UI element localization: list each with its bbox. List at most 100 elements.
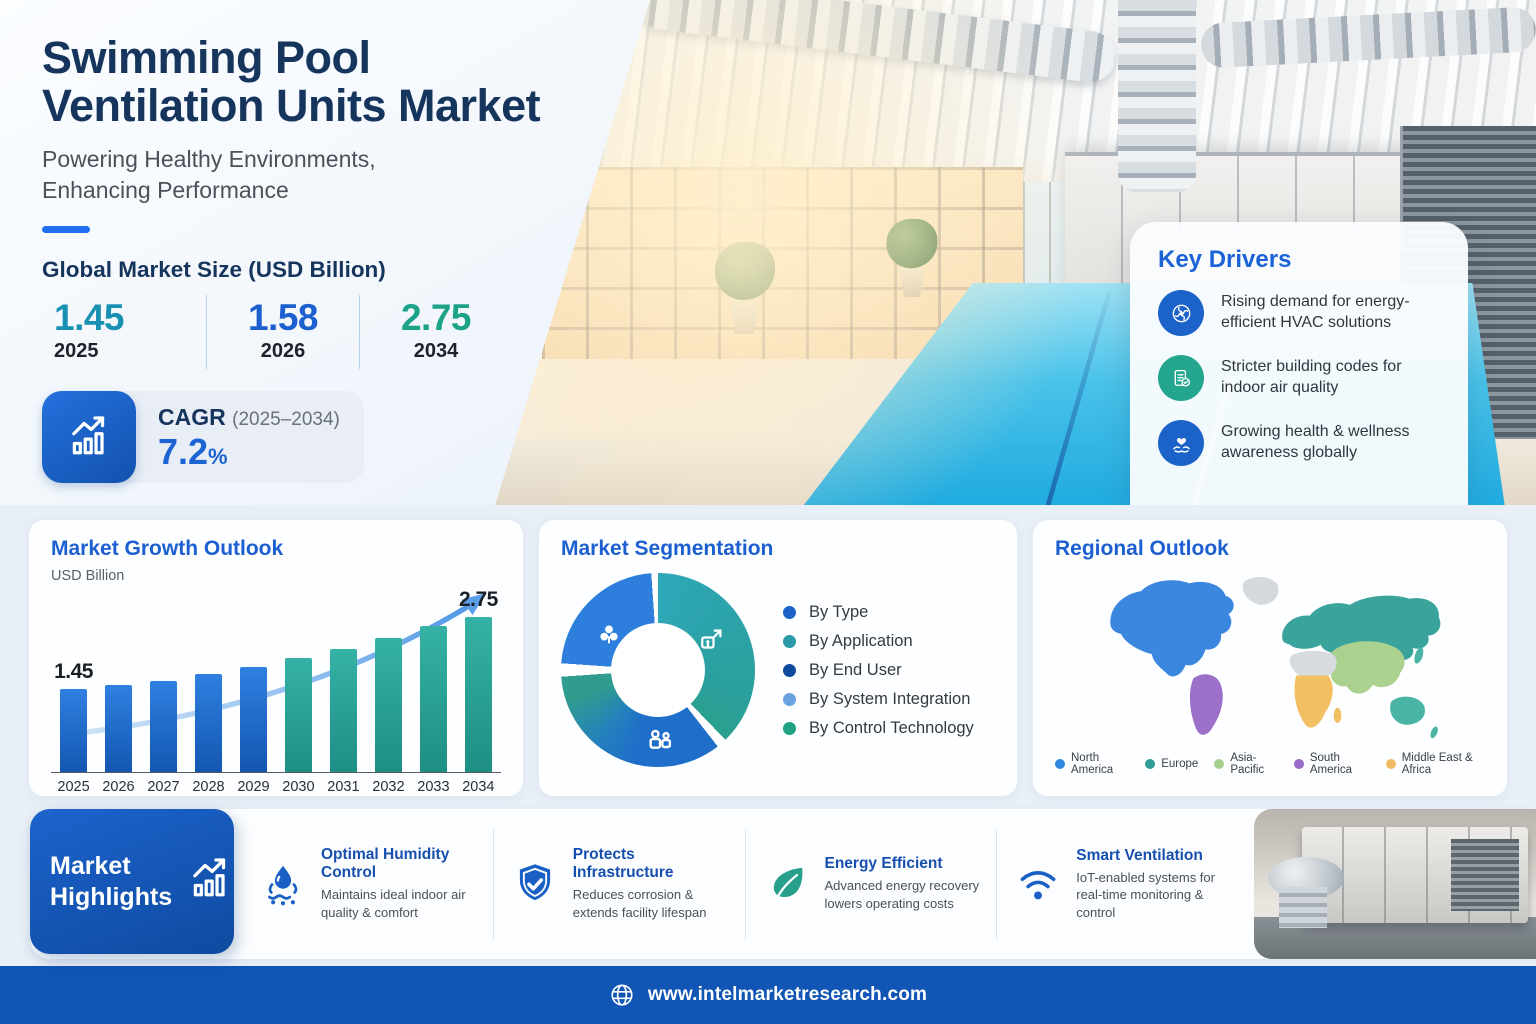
legend-dot: [1385, 759, 1396, 769]
bar: [149, 681, 177, 773]
map-legend-label: South America: [1309, 752, 1353, 776]
bar: [194, 674, 222, 773]
bar-year-label: 2033: [417, 779, 450, 795]
page-title-line1: Swimming Pool: [42, 32, 371, 83]
footer-url[interactable]: www.intelmarketresearch.com: [647, 984, 928, 1005]
segmentation-legend-label: By Application: [809, 631, 913, 650]
bars-container: 1.45 2025 2026 2027 2028 2029 2030 2031 2032 2033…: [53, 588, 499, 795]
globe-icon: [609, 982, 635, 1008]
highlight-text: Protects Infrastructure Reduces corrosion…: [573, 846, 729, 921]
market-highlights-badge: Market Highlights: [30, 809, 234, 954]
page-subtitle-line2: Enhancing Performance: [42, 177, 289, 204]
bar-column: 2.75 2034: [458, 588, 499, 795]
heart-hands-icon: [1158, 420, 1204, 466]
market-growth-card: Market Growth Outlook USD Billion 1.45 20…: [28, 519, 524, 797]
bar: [60, 689, 88, 773]
highlight-text: Smart Ventilation IoT-enabled systems for…: [1076, 847, 1232, 922]
market-size-item: 1.58 2026: [207, 295, 360, 370]
photo-duct-pipe: [1279, 887, 1328, 928]
cagr-number: 7.2: [158, 431, 209, 473]
key-driver-item: Stricter building codes for indoor air q…: [1158, 355, 1442, 401]
legend-dot: [1145, 759, 1156, 769]
map-legend-item: North America: [1055, 752, 1129, 776]
market-highlights-strip: Market Highlights Optimal Humidity Contr…: [30, 809, 1536, 959]
highlight-desc: Maintains ideal indoor air quality & com…: [321, 887, 466, 920]
bar-year-label: 2031: [327, 779, 360, 795]
region-south-america: [1189, 674, 1223, 735]
market-size-item: 1.45 2025: [42, 295, 207, 370]
market-size-value: 2.75: [400, 297, 472, 339]
segmentation-legend-label: By Type: [809, 602, 869, 621]
highlight-title: Smart Ventilation: [1076, 846, 1203, 864]
bar-value-label: 2.75: [458, 588, 498, 611]
region-north-america: [1110, 580, 1234, 677]
segmentation-card-title: Market Segmentation: [561, 537, 774, 560]
bar-column: 1.45 2025: [53, 588, 94, 795]
highlights-title-line1: Market: [50, 852, 131, 880]
market-size-item: 2.75 2034: [360, 295, 512, 369]
bar-year-label: 2032: [372, 779, 405, 795]
map-legend-label: North America: [1071, 752, 1114, 776]
bar: [374, 638, 402, 773]
highlight-title: Optimal Humidity Control: [321, 846, 450, 882]
segmentation-legend-item: By System Integration: [783, 690, 974, 709]
legend-dot: [783, 692, 796, 706]
document-check-icon: [1158, 355, 1204, 401]
highlights-title-line2: Highlights: [50, 882, 173, 911]
clover-icon: [594, 620, 624, 650]
bar-chart-icon: [184, 853, 236, 910]
growth-bar-chart: 1.45 2025 2026 2027 2028 2029 2030 2031 2032 2033…: [51, 588, 501, 795]
key-driver-text: Rising demand for energy-efficient HVAC …: [1221, 293, 1410, 331]
legend-dot: [1055, 759, 1065, 769]
photo-unit-louver: [1451, 839, 1520, 911]
cagr-card: CAGR (2025–2034) 7.2%: [42, 391, 364, 484]
highlight-item: Optimal Humidity Control Maintains ideal …: [242, 829, 493, 940]
map-legend-item: Asia-Pacific: [1214, 752, 1278, 776]
market-size-row: 1.45 2025 1.58 2026 2.75 2034: [42, 295, 512, 370]
segmentation-legend-label: By Control Technology: [809, 718, 974, 737]
cagr-percent-sign: %: [208, 444, 228, 470]
region-madagascar: [1333, 707, 1342, 724]
cagr-value: 7.2%: [158, 433, 340, 471]
highlight-text: Optimal Humidity Control Maintains ideal …: [321, 846, 477, 921]
key-drivers-title: Key Drivers: [1158, 246, 1292, 273]
hero-left-panel: Swimming Pool Ventilation Units Market P…: [0, 0, 660, 505]
map-legend-item: Middle East & Africa: [1385, 752, 1485, 776]
region-australia: [1390, 696, 1425, 725]
highlight-title: Energy Efficient: [824, 855, 943, 873]
bar: [329, 649, 357, 773]
bar-value-label: 1.45: [54, 660, 93, 683]
hero-section: Swimming Pool Ventilation Units Market P…: [0, 0, 1536, 505]
bar-year-label: 2034: [462, 779, 495, 795]
segmentation-legend-label: By End User: [809, 660, 902, 679]
page-subtitle: Powering Healthy Environments, Enhancing…: [42, 144, 660, 206]
map-legend: North America Europe Asia-Pacific South Ame…: [1055, 752, 1485, 776]
market-size-year: 2025: [54, 340, 99, 363]
segmentation-legend: By Type By Application By End User By Syste…: [783, 593, 974, 748]
segmentation-legend-item: By Control Technology: [783, 719, 974, 738]
key-driver-text: Growing health & wellness awareness glob…: [1221, 423, 1410, 461]
cagr-range: (2025–2034): [232, 409, 340, 431]
highlight-item: Smart Ventilation IoT-enabled systems for…: [996, 828, 1248, 940]
market-highlights-title: Market Highlights: [50, 851, 172, 912]
legend-dot: [783, 634, 796, 648]
accent-bar: [42, 226, 90, 234]
key-drivers-list: Rising demand for energy-efficient HVAC …: [1158, 290, 1442, 466]
legend-dot: [783, 721, 796, 735]
legend-dot: [1293, 759, 1304, 769]
growth-chart-icon: [42, 391, 136, 484]
key-drivers-panel: Key Drivers Rising demand for energy-eff…: [1130, 222, 1468, 505]
wifi-icon: [1013, 859, 1063, 909]
bar-year-label: 2028: [192, 779, 225, 795]
key-driver-item: Rising demand for energy-efficient HVAC …: [1158, 290, 1442, 336]
bar-year-label: 2025: [57, 779, 90, 795]
bar: [105, 685, 132, 773]
bar-column: 2027: [143, 588, 184, 795]
highlight-desc: IoT-enabled systems for real-time monito…: [1076, 869, 1215, 920]
bar: [419, 626, 447, 773]
charts-row: Market Growth Outlook USD Billion 1.45 20…: [28, 519, 1508, 797]
market-size-heading: Global Market Size (USD Billion): [42, 257, 386, 283]
highlight-title: Protects Infrastructure: [572, 846, 674, 882]
region-new-zealand: [1430, 726, 1438, 739]
map-legend-label: Middle East & Africa: [1401, 752, 1473, 776]
